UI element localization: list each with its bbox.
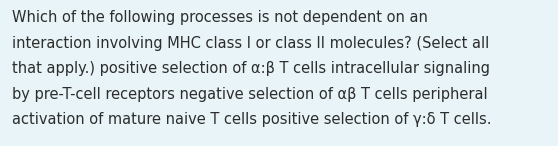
Text: interaction involving MHC class I or class II molecules? (Select all: interaction involving MHC class I or cla…	[12, 36, 489, 51]
Text: activation of mature naive T cells positive selection of γ:δ T cells.: activation of mature naive T cells posit…	[12, 112, 492, 127]
Text: that apply.) positive selection of α:β T cells intracellular signaling: that apply.) positive selection of α:β T…	[12, 61, 490, 76]
Text: Which of the following processes is not dependent on an: Which of the following processes is not …	[12, 10, 428, 25]
Text: by pre-T-cell receptors negative selection of αβ T cells peripheral: by pre-T-cell receptors negative selecti…	[12, 87, 488, 102]
